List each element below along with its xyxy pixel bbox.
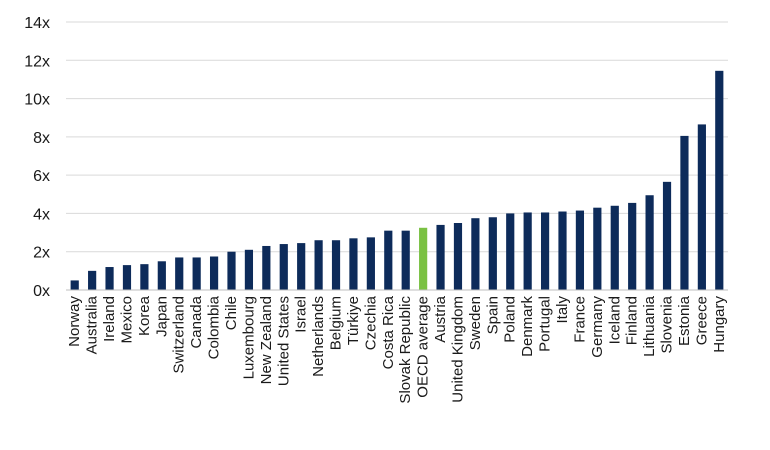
bar-canada: [192, 257, 201, 290]
y-tick-label: 8x: [33, 130, 50, 147]
x-tick-label: Türkiye: [345, 296, 362, 345]
bar-poland: [506, 213, 515, 290]
bar-spain: [488, 217, 497, 290]
x-tick-label: Norway: [66, 296, 83, 347]
bar-sweden: [471, 218, 480, 290]
y-tick-label: 14x: [24, 15, 50, 32]
y-tick-label: 10x: [24, 92, 50, 109]
bar-italy: [558, 211, 567, 290]
x-tick-label: Mexico: [118, 296, 135, 344]
bar-belgium: [331, 240, 341, 290]
x-tick-label: Iceland: [606, 296, 623, 344]
x-tick-label: Costa Rica: [380, 295, 397, 369]
bar-czechia: [366, 237, 375, 290]
bar-oecd-average: [419, 227, 428, 290]
bar-denmark: [523, 212, 532, 290]
x-tick-label: Czechia: [362, 295, 379, 350]
bar-ireland: [105, 267, 114, 290]
y-tick-label: 2x: [33, 245, 50, 262]
bar-t-rkiye: [349, 238, 358, 290]
x-tick-label: Spain: [484, 296, 501, 334]
x-tick-label: Ireland: [101, 296, 118, 342]
x-tick-label: Austria: [432, 295, 449, 342]
x-tick-label: Finland: [624, 296, 641, 345]
bar-united-states: [279, 244, 288, 290]
bar-mexico: [122, 265, 132, 290]
bar-slovak-republic: [401, 230, 410, 290]
x-axis-labels: Norway Australia Ireland Mexico Korea Japan Sw…: [66, 295, 728, 403]
x-tick-label: Slovenia: [659, 295, 676, 353]
x-tick-label: Hungary: [711, 296, 728, 353]
bar-estonia: [680, 135, 689, 290]
bar-united-kingdom: [453, 223, 463, 290]
bar-slovenia: [662, 181, 672, 290]
y-tick-label: 12x: [24, 53, 50, 70]
x-tick-label: Israel: [293, 296, 310, 333]
x-tick-label: United Kingdom: [449, 296, 466, 403]
bar-israel: [297, 243, 306, 290]
y-tick-label: 4x: [33, 206, 50, 223]
x-tick-label: Luxembourg: [240, 296, 257, 379]
x-tick-label: Australia: [84, 295, 101, 354]
bar-lithuania: [645, 195, 654, 290]
bar-korea: [140, 264, 149, 290]
bar-norway: [70, 280, 79, 290]
bar-germany: [593, 207, 602, 290]
gridlines: [66, 21, 728, 253]
bar-portugal: [540, 212, 550, 290]
bar-hungary: [715, 70, 724, 290]
bars: [70, 70, 724, 291]
x-tick-label: Canada: [188, 295, 205, 348]
x-tick-label: Estonia: [676, 295, 693, 346]
bar-austria: [436, 224, 445, 290]
x-tick-label: Colombia: [206, 295, 223, 359]
x-tick-label: Italy: [554, 296, 571, 324]
bar-france: [575, 210, 585, 290]
y-tick-label: 6x: [33, 168, 50, 185]
x-tick-label: Switzerland: [171, 296, 188, 374]
bar-australia: [88, 270, 97, 290]
bar-chile: [227, 251, 236, 290]
x-tick-label: New Zealand: [258, 296, 275, 384]
x-tick-label: Germany: [589, 296, 606, 358]
bar-costa-rica: [384, 230, 393, 290]
x-tick-label: Chile: [223, 296, 240, 330]
x-tick-label: Greece: [693, 296, 710, 345]
bar-netherlands: [314, 240, 323, 290]
x-tick-label: Korea: [136, 295, 153, 336]
x-tick-label: Slovak Republic: [397, 296, 414, 404]
bar-luxembourg: [244, 249, 254, 290]
x-tick-label: OECD average: [415, 296, 432, 398]
x-tick-label: Lithuania: [641, 295, 658, 357]
y-tick-label: 0x: [33, 283, 50, 300]
x-tick-label: Japan: [153, 296, 170, 337]
x-tick-label: France: [571, 296, 588, 343]
x-tick-label: Sweden: [467, 296, 484, 350]
bar-switzerland: [175, 257, 184, 290]
x-tick-label: Poland: [502, 296, 519, 343]
bar-new-zealand: [262, 245, 271, 290]
bar-colombia: [209, 256, 219, 290]
x-tick-label: Netherlands: [310, 296, 327, 377]
bar-greece: [697, 124, 706, 291]
bar-iceland: [610, 205, 619, 290]
x-tick-label: Portugal: [537, 296, 554, 352]
bar-japan: [157, 261, 166, 290]
x-tick-label: United States: [275, 296, 292, 386]
x-tick-label: Denmark: [519, 296, 536, 357]
x-tick-label: Belgium: [328, 296, 345, 350]
y-axis-ticks: 0x 2x 4x 6x 8x 10x 12x 14x: [24, 15, 50, 300]
bar-finland: [628, 202, 637, 290]
